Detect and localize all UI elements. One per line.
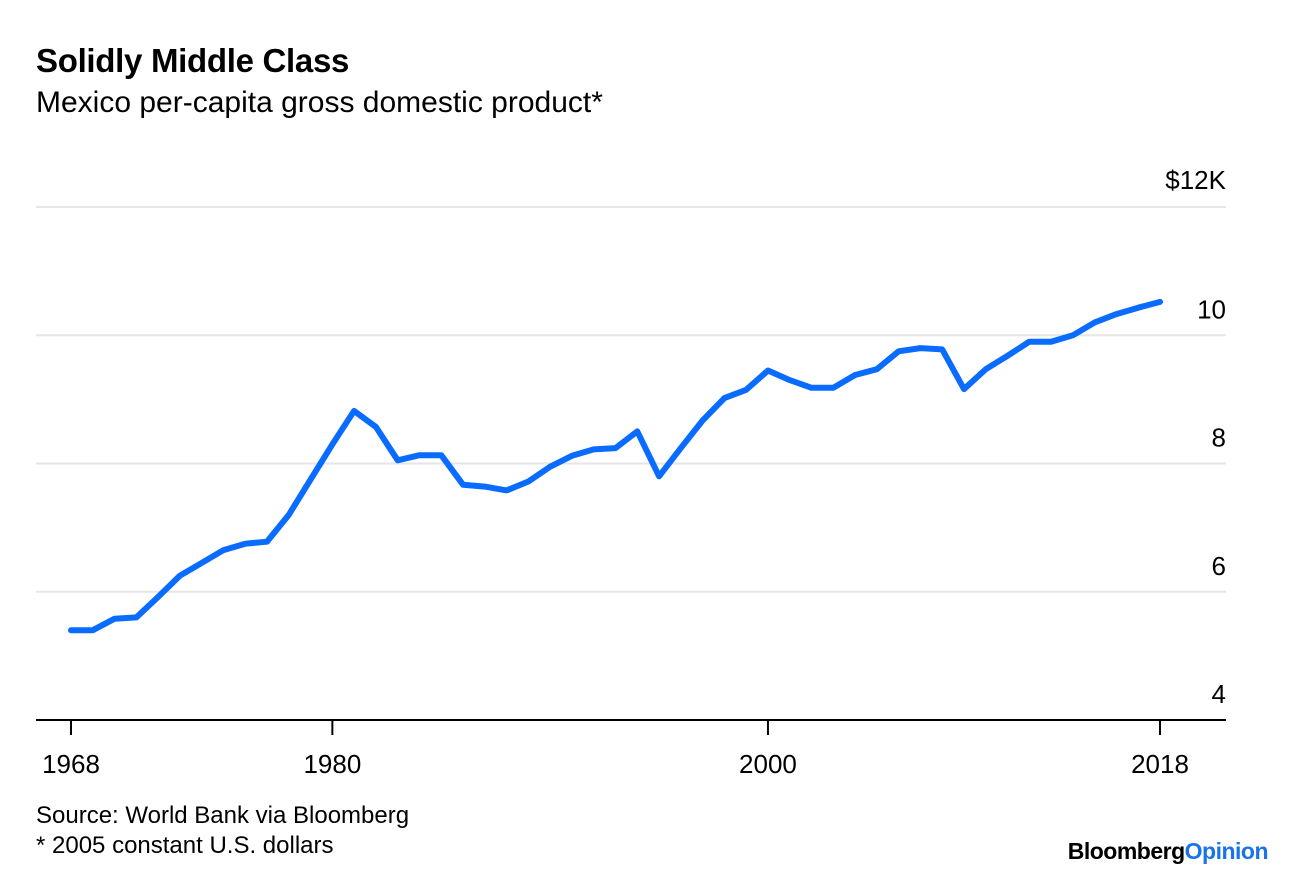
series-line-0 <box>68 298 1163 634</box>
brand-logo-bloomberg: Bloomberg <box>1067 838 1185 864</box>
units-footnote: * 2005 constant U.S. dollars <box>36 832 334 859</box>
y-tick-label-8: 8 <box>1212 423 1226 453</box>
x-tick-label-1968: 1968 <box>42 749 100 779</box>
brand-logo-opinion: Opinion <box>1184 838 1269 864</box>
brand-logo: BloombergOpinion <box>1067 838 1269 865</box>
y-tick-label-10: 10 <box>1197 294 1226 324</box>
x-tick-label-2018: 2018 <box>1131 749 1189 779</box>
y-tick-label-12: $12K <box>1165 165 1226 195</box>
y-tick-label-6: 6 <box>1212 551 1226 581</box>
chart-title: Solidly Middle Class <box>36 42 350 79</box>
x-tick-label-2000: 2000 <box>739 749 797 779</box>
x-tick-label-1980: 1980 <box>303 749 361 779</box>
chart-subtitle: Mexico per-capita gross domestic product… <box>36 86 603 119</box>
source-note: Source: World Bank via Bloomberg <box>36 802 410 829</box>
y-tick-label-4: 4 <box>1212 679 1226 709</box>
